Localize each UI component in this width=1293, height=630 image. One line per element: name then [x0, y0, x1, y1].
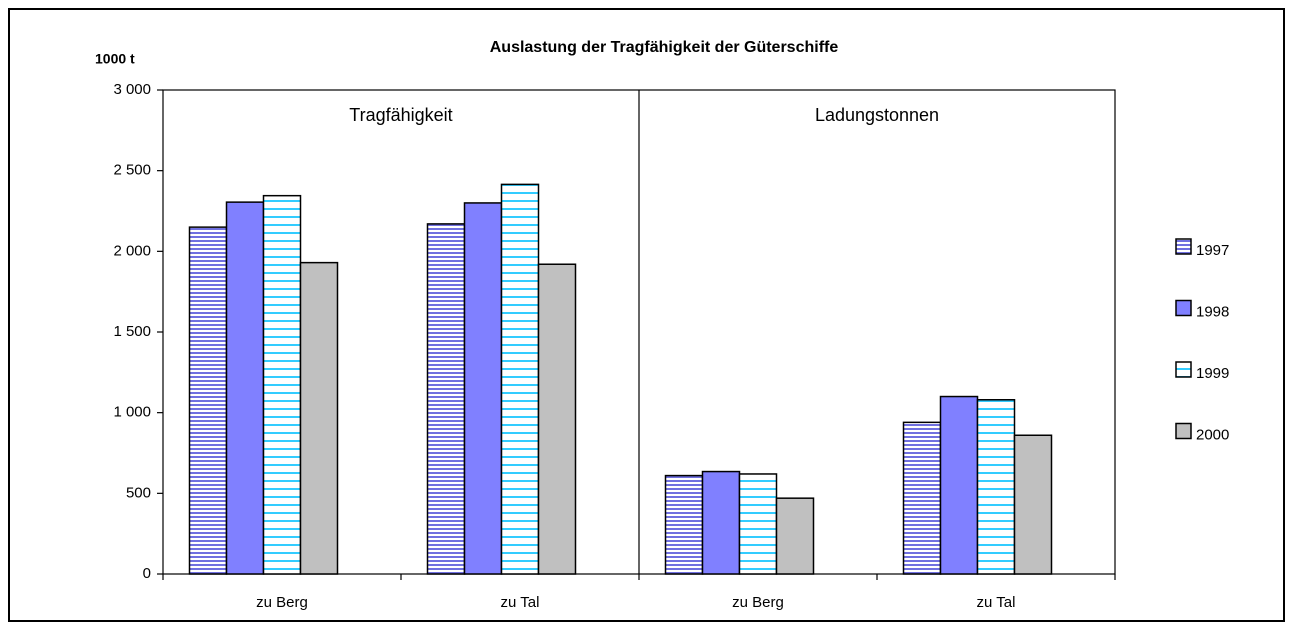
- bar: [500, 183, 540, 575]
- bar: [701, 470, 741, 575]
- y-tick-label: 3 000: [113, 81, 151, 98]
- x-tick-label: zu Tal: [501, 594, 540, 611]
- bar: [664, 474, 704, 575]
- y-axis-label: 1000 t: [95, 51, 135, 67]
- legend-swatch: [1175, 238, 1192, 255]
- legend-label: 2000: [1196, 426, 1229, 443]
- bar: [537, 263, 577, 575]
- bar: [299, 261, 339, 575]
- bar: [463, 202, 503, 575]
- x-tick-label: zu Berg: [732, 594, 784, 611]
- y-tick-label: 0: [143, 565, 151, 582]
- y-tick-label: 500: [126, 484, 151, 501]
- bar: [939, 395, 979, 575]
- bar: [976, 399, 1016, 575]
- chart-title: Auslastung der Tragfähigkeit der Gütersc…: [490, 39, 839, 56]
- bar: [188, 226, 228, 575]
- y-tick-label: 2 000: [113, 242, 151, 259]
- bar: [775, 497, 815, 575]
- group-label: Ladungstonnen: [815, 105, 939, 125]
- x-tick-label: zu Berg: [256, 594, 308, 611]
- bar: [1013, 434, 1053, 575]
- legend-label: 1998: [1196, 303, 1229, 320]
- legend-swatch: [1175, 361, 1192, 378]
- legend-swatch: [1175, 299, 1192, 317]
- bar: [262, 194, 302, 575]
- bar: [738, 473, 778, 575]
- group-label: Tragfähigkeit: [349, 105, 452, 125]
- legend-label: 1997: [1196, 242, 1229, 259]
- x-tick-label: zu Tal: [977, 594, 1016, 611]
- y-tick-label: 2 500: [113, 162, 151, 179]
- bar: [225, 201, 265, 575]
- chart-border: [8, 8, 1285, 622]
- bar: [426, 223, 466, 575]
- y-tick-label: 1 500: [113, 323, 151, 340]
- y-tick-label: 1 000: [113, 404, 151, 421]
- bar: [902, 421, 942, 575]
- legend-label: 1999: [1196, 365, 1229, 382]
- legend-swatch: [1175, 422, 1192, 440]
